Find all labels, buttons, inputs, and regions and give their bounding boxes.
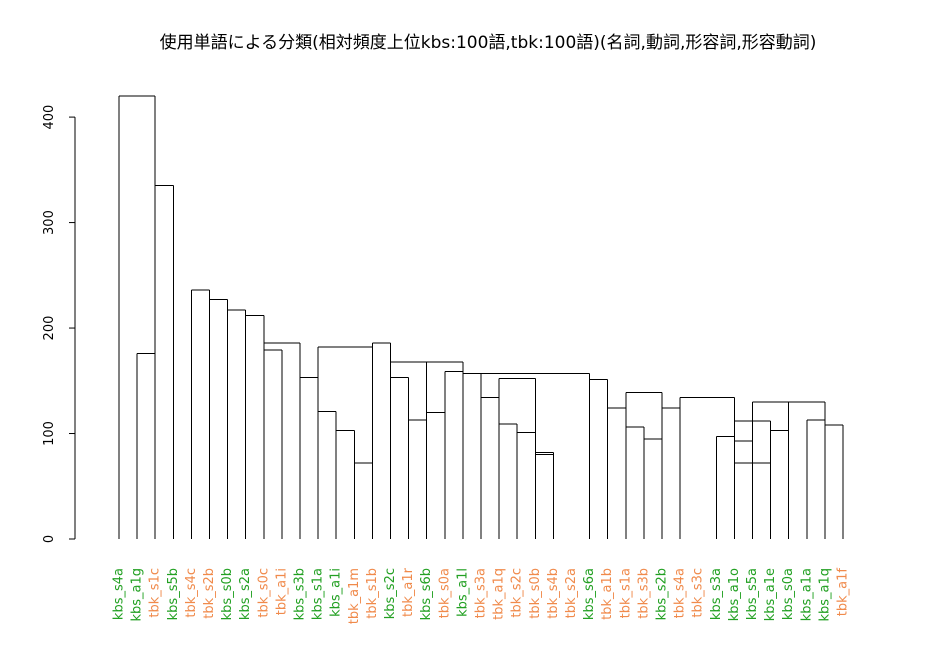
leaf-label: kbs_s0a	[781, 568, 796, 620]
leaf-label: kbs_a1o	[727, 568, 742, 621]
leaf-label: tbk_s4a	[673, 568, 688, 618]
leaf-label: kbs_a1q	[817, 568, 832, 622]
y-axis: 0 100 200 300 400	[42, 105, 76, 543]
leaf-label: tbk_s3c	[691, 568, 706, 618]
leaf-label: tbk_s4c	[184, 568, 199, 618]
leaf-label: tbk_s0a	[437, 568, 452, 618]
leaf-label: tbk_s1b	[365, 568, 380, 619]
chart-title: 使用単語による分類(相対頻度上位kbs:100語,tbk:100語)(名詞,動詞…	[160, 32, 817, 53]
leaf-label: tbk_a1m	[347, 568, 362, 624]
y-tick-label: 0	[42, 535, 57, 543]
leaf-label: tbk_s1c	[148, 568, 163, 618]
leaf-label: kbs_s6b	[419, 568, 434, 620]
leaf-label: kbs_s5a	[745, 568, 760, 620]
leaf-label: kbs_a1i	[329, 568, 344, 617]
leaf-label: kbs_s4a	[112, 568, 127, 620]
leaf-label: tbk_s3b	[636, 568, 651, 619]
leaf-label: kbs_s2b	[655, 568, 670, 620]
y-tick-label: 100	[42, 421, 57, 446]
leaf-label: tbk_a1b	[600, 568, 615, 620]
y-tick-label: 300	[42, 210, 57, 235]
y-tick-label: 400	[42, 105, 57, 130]
leaf-labels: kbs_s4a kbs_a1g tbk_s1c kbs_s5b tbk_s4c tbk_s…	[112, 567, 851, 624]
leaf-label: tbk_s4b	[546, 568, 561, 619]
leaf-label: tbk_s3a	[474, 568, 489, 618]
leaf-label: tbk_s0c	[256, 568, 271, 618]
dendrogram-links	[118, 95, 844, 539]
leaf-label: kbs_a1g	[130, 568, 145, 622]
leaf-label: tbk_s1a	[618, 568, 633, 618]
leaf-label: tbk_a1f	[836, 568, 851, 617]
leaf-label: kbs_s6a	[582, 568, 597, 620]
leaf-label: kbs_s2c	[383, 568, 398, 619]
leaf-label: tbk_s2a	[564, 568, 579, 618]
leaf-label: kbs_a1e	[763, 568, 778, 621]
y-tick-label: 200	[42, 316, 57, 341]
leaf-label: kbs_s3a	[709, 568, 724, 620]
leaf-label: kbs_s3b	[293, 568, 308, 620]
leaf-label: kbs_s0b	[220, 568, 235, 620]
leaf-label: tbk_s2b	[202, 568, 217, 619]
leaf-label: kbs_a1a	[799, 568, 814, 621]
leaf-label: tbk_a1q	[492, 568, 507, 620]
leaf-label: kbs_s1a	[311, 568, 326, 620]
leaf-label: tbk_a1i	[274, 568, 289, 615]
leaf-label: tbk_s2c	[510, 568, 525, 618]
leaf-label: tbk_a1r	[401, 567, 416, 617]
leaf-label: kbs_s2a	[238, 568, 253, 620]
leaf-label: kbs_a1l	[455, 568, 470, 617]
leaf-label: kbs_s5b	[166, 568, 181, 620]
leaf-label: tbk_s0b	[528, 568, 543, 619]
